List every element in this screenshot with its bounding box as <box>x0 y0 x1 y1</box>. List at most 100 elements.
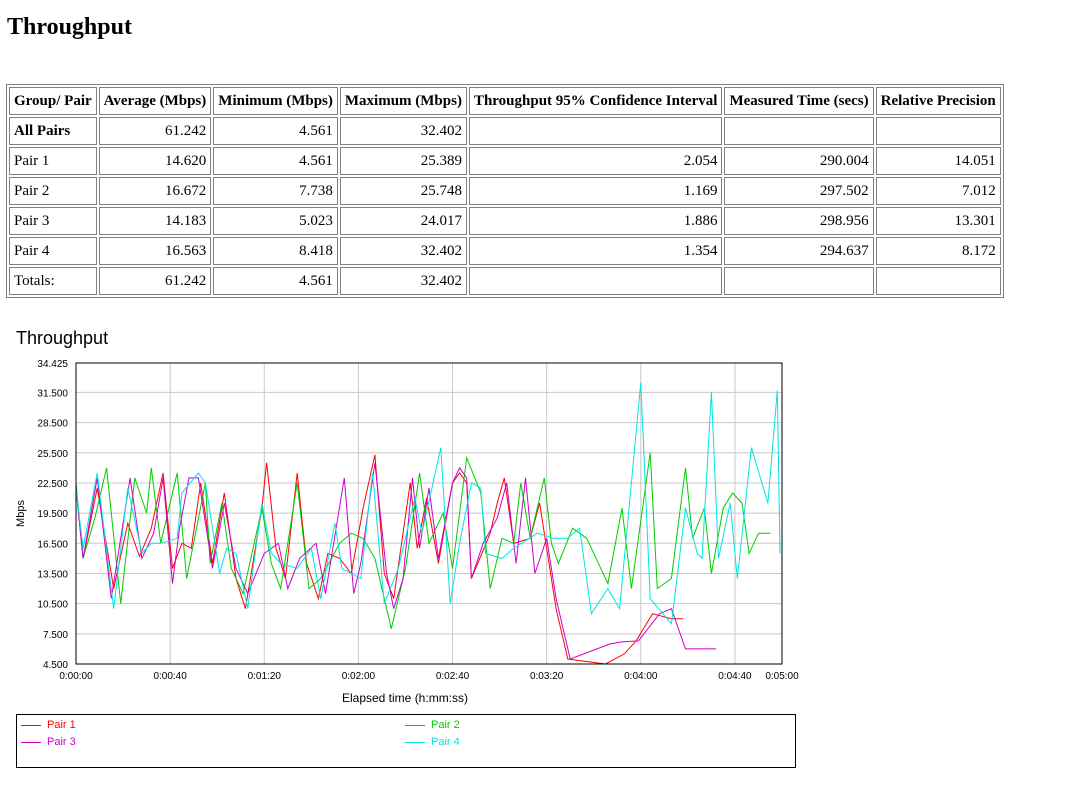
table-row: All Pairs 61.242 4.561 32.402 <box>9 117 1001 145</box>
table-header-row: Group/ Pair Average (Mbps) Minimum (Mbps… <box>9 87 1001 115</box>
cell-relative-precision: 8.172 <box>875 237 1001 265</box>
y-tick-label: 13.500 <box>37 569 68 580</box>
cell-measured-time <box>724 117 874 145</box>
cell-group: Totals: <box>9 267 97 295</box>
x-tick-label: 0:01:20 <box>248 671 282 682</box>
series-line-pair-1 <box>75 454 684 665</box>
legend-item-pair-3: Pair 3 <box>21 736 76 748</box>
legend-label: Pair 4 <box>431 736 460 748</box>
table-row: Pair 2 16.672 7.738 25.748 1.169 297.502… <box>9 177 1001 205</box>
cell-relative-precision <box>875 267 1001 295</box>
y-tick-label: 28.500 <box>37 419 68 430</box>
chart-legend: Pair 1 Pair 2 Pair 3 Pair 4 <box>16 714 796 768</box>
cell-average: 16.672 <box>98 177 212 205</box>
legend-swatch <box>21 724 41 726</box>
legend-item-pair-1: Pair 1 <box>21 719 76 731</box>
col-header-maximum: Maximum (Mbps) <box>339 87 467 115</box>
cell-minimum: 7.738 <box>213 177 338 205</box>
cell-average: 14.183 <box>98 207 212 235</box>
y-tick-label: 34.425 <box>37 359 68 370</box>
x-tick-label: 0:05:00 <box>765 671 799 682</box>
legend-swatch <box>405 741 425 743</box>
y-tick-label: 10.500 <box>37 600 68 611</box>
cell-measured-time: 297.502 <box>724 177 874 205</box>
y-tick-label: 31.500 <box>37 388 68 399</box>
legend-label: Pair 2 <box>431 719 460 731</box>
cell-average: 61.242 <box>98 117 212 145</box>
x-tick-label: 0:04:00 <box>624 671 658 682</box>
y-tick-label: 4.500 <box>43 660 68 671</box>
legend-item-pair-4: Pair 4 <box>405 736 460 748</box>
legend-label: Pair 1 <box>47 719 76 731</box>
x-tick-label: 0:02:40 <box>436 671 470 682</box>
y-tick-label: 19.500 <box>37 509 68 520</box>
cell-average: 61.242 <box>98 267 212 295</box>
legend-swatch <box>405 724 425 726</box>
legend-item-pair-2: Pair 2 <box>405 719 460 731</box>
throughput-chart: 4.500 7.500 10.500 13.500 16.500 19.500 22.500… <box>15 359 799 705</box>
cell-group: Pair 4 <box>9 237 97 265</box>
x-tick-label: 0:02:00 <box>342 671 376 682</box>
cell-minimum: 5.023 <box>213 207 338 235</box>
x-tick-label: 0:03:20 <box>530 671 564 682</box>
cell-minimum: 4.561 <box>213 117 338 145</box>
cell-confidence <box>468 117 723 145</box>
chart-title: Throughput <box>16 328 109 348</box>
x-tick-label: 0:04:40 <box>718 671 752 682</box>
cell-minimum: 4.561 <box>213 147 338 175</box>
y-tick-label: 25.500 <box>37 449 68 460</box>
series-line-pair-3 <box>75 462 717 660</box>
col-header-measured-time: Measured Time (secs) <box>724 87 874 115</box>
y-tick-label: 16.500 <box>37 539 68 550</box>
cell-maximum: 25.748 <box>339 177 467 205</box>
cell-measured-time <box>724 267 874 295</box>
cell-group: Pair 3 <box>9 207 97 235</box>
cell-maximum: 32.402 <box>339 117 467 145</box>
col-header-confidence-interval: Throughput 95% Confidence Interval <box>468 87 723 115</box>
y-tick-label: 7.500 <box>43 630 68 641</box>
cell-measured-time: 290.004 <box>724 147 874 175</box>
series-lines <box>75 382 781 665</box>
cell-confidence: 2.054 <box>468 147 723 175</box>
cell-measured-time: 298.956 <box>724 207 874 235</box>
x-axis-label: Elapsed time (h:mm:ss) <box>342 691 468 705</box>
cell-minimum: 8.418 <box>213 237 338 265</box>
cell-confidence: 1.354 <box>468 237 723 265</box>
y-tick-label: 22.500 <box>37 479 68 490</box>
plot-frame <box>75 362 783 665</box>
table-row: Pair 1 14.620 4.561 25.389 2.054 290.004… <box>9 147 1001 175</box>
cell-maximum: 24.017 <box>339 207 467 235</box>
cell-group: Pair 2 <box>9 177 97 205</box>
col-header-average: Average (Mbps) <box>98 87 212 115</box>
cell-relative-precision: 13.301 <box>875 207 1001 235</box>
throughput-table: Group/ Pair Average (Mbps) Minimum (Mbps… <box>6 84 1004 298</box>
col-header-group-pair: Group/ Pair <box>9 87 97 115</box>
series-line-pair-4 <box>75 382 781 626</box>
cell-average: 16.563 <box>98 237 212 265</box>
axis-ticks: 4.500 7.500 10.500 13.500 16.500 19.500 22.500… <box>37 359 799 682</box>
cell-maximum: 32.402 <box>339 267 467 295</box>
cell-average: 14.620 <box>98 147 212 175</box>
cell-group: All Pairs <box>9 117 97 145</box>
table-row: Pair 3 14.183 5.023 24.017 1.886 298.956… <box>9 207 1001 235</box>
table-row: Totals: 61.242 4.561 32.402 <box>9 267 1001 295</box>
cell-relative-precision <box>875 117 1001 145</box>
y-axis-label: Mbps <box>15 500 27 527</box>
cell-measured-time: 294.637 <box>724 237 874 265</box>
cell-confidence <box>468 267 723 295</box>
col-header-minimum: Minimum (Mbps) <box>213 87 338 115</box>
legend-swatch <box>21 741 41 743</box>
cell-group: Pair 1 <box>9 147 97 175</box>
table-row: Pair 4 16.563 8.418 32.402 1.354 294.637… <box>9 237 1001 265</box>
x-tick-label: 0:00:00 <box>59 671 93 682</box>
cell-minimum: 4.561 <box>213 267 338 295</box>
cell-relative-precision: 14.051 <box>875 147 1001 175</box>
cell-maximum: 25.389 <box>339 147 467 175</box>
cell-confidence: 1.169 <box>468 177 723 205</box>
x-tick-label: 0:00:40 <box>153 671 187 682</box>
col-header-relative-precision: Relative Precision <box>875 87 1001 115</box>
cell-maximum: 32.402 <box>339 237 467 265</box>
legend-label: Pair 3 <box>47 736 76 748</box>
cell-relative-precision: 7.012 <box>875 177 1001 205</box>
cell-confidence: 1.886 <box>468 207 723 235</box>
